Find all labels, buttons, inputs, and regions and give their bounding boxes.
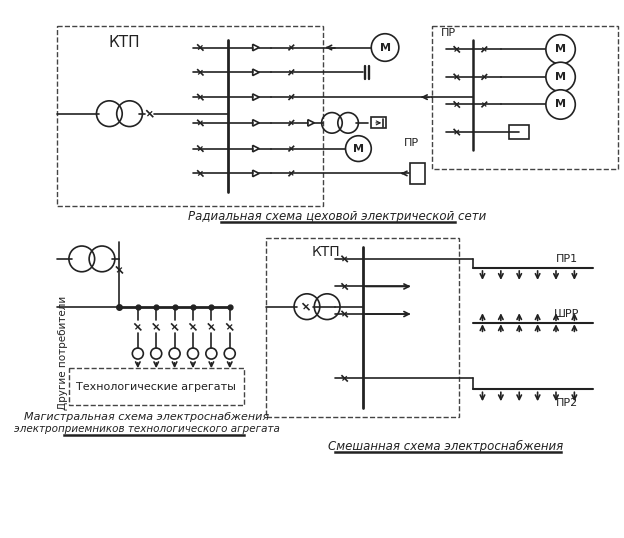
Text: ШРР: ШРР (554, 309, 580, 319)
Text: Другие потребители: Другие потребители (59, 295, 69, 410)
Text: ПР2: ПР2 (556, 398, 578, 408)
Text: КТП: КТП (312, 245, 341, 259)
Circle shape (546, 34, 575, 64)
Bar (509, 125, 529, 139)
Text: Радиальная схема цеховой электрической сети: Радиальная схема цеховой электрической с… (188, 210, 486, 223)
Bar (371, 117, 386, 129)
Text: М: М (555, 44, 566, 54)
Circle shape (546, 90, 575, 119)
Circle shape (546, 62, 575, 91)
Text: М: М (379, 43, 391, 53)
Text: М: М (555, 72, 566, 82)
Text: М: М (353, 144, 364, 154)
Text: электроприемников технологического агрегата: электроприемников технологического агрег… (14, 424, 280, 434)
Text: М: М (555, 100, 566, 110)
Text: Технологические агрегаты: Технологические агрегаты (76, 381, 236, 392)
Text: Смешанная схема электроснабжения: Смешанная схема электроснабжения (328, 440, 563, 453)
Text: КТП: КТП (108, 34, 140, 49)
Text: Магистральная схема электроснабжения: Магистральная схема электроснабжения (24, 412, 270, 422)
Text: ПР1: ПР1 (556, 254, 578, 264)
Bar (410, 164, 424, 183)
Circle shape (371, 34, 399, 61)
Circle shape (346, 136, 371, 161)
Text: ПР: ПР (441, 28, 456, 38)
Text: ПР: ПР (404, 138, 419, 148)
